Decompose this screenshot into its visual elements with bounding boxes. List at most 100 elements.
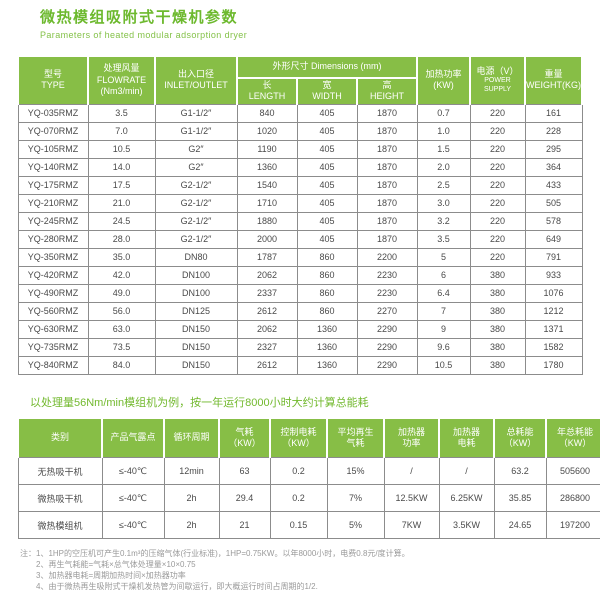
table-cell: 29.4	[218, 484, 271, 512]
table-row: YQ-350RMZ 35.0 DN80 1787 860 2200 5 220 791	[17, 247, 583, 267]
table-cell: 380	[469, 337, 526, 357]
table-cell: 3.0	[416, 193, 471, 213]
table-cell: 9.6	[416, 337, 471, 357]
energy-comparison-table: 类别 产品气露点 循环周期 气耗 （KW） 控制电耗 （KW） 平均再生 气耗 …	[17, 416, 600, 539]
table-cell: YQ-070RMZ	[17, 121, 89, 141]
table-cell: DN100	[154, 283, 238, 303]
table-cell: 286800	[545, 484, 600, 512]
col-header-heating-power: 加热功率 (KW)	[416, 55, 471, 104]
table-cell: 12min	[163, 457, 220, 485]
table-cell: 10.5	[87, 139, 156, 159]
table-cell: 1360	[296, 337, 358, 357]
col-header-length: 长 LENGTH	[236, 77, 298, 104]
table-cell: 2290	[356, 319, 418, 339]
table-cell: YQ-630RMZ	[17, 319, 89, 339]
table-cell: 1360	[296, 319, 358, 339]
table-cell: 1076	[524, 283, 583, 303]
table-cell: 5%	[326, 511, 385, 539]
table-cell: 21	[218, 511, 271, 539]
table-cell: G2″	[154, 139, 238, 159]
note-items: 1、1HP的空压机可产生0.1m³的压缩气体(行业标准)，1HP=0.75KW。…	[36, 548, 410, 592]
table-cell: 49.0	[87, 283, 156, 303]
table-cell: 28.0	[87, 229, 156, 249]
table-row: YQ-210RMZ 21.0 G2-1/2″ 1710 405 1870 3.0 220 505	[17, 193, 583, 213]
table-cell: 505	[524, 193, 583, 213]
table-cell: 228	[524, 121, 583, 141]
table-cell: 1.5	[416, 139, 471, 159]
table-cell: 220	[469, 247, 526, 267]
table-cell: G2-1/2″	[154, 229, 238, 249]
dryer-parameters-table: 型号 TYPE 处理风量 FLOWRATE (Nm3/min) 出入口径 INL…	[17, 55, 583, 375]
table-cell: 1870	[356, 229, 418, 249]
table-cell: 7.0	[87, 121, 156, 141]
col-header-flowrate: 处理风量 FLOWRATE (Nm3/min)	[87, 55, 156, 104]
table-cell: 405	[296, 229, 358, 249]
col-header-height: 高 HEIGHT	[356, 77, 418, 104]
table-cell: 0.2	[269, 457, 328, 485]
col-header-annual-energy: 年总耗能 （KW）	[545, 416, 600, 458]
col-header-total-energy: 总耗能 （KW）	[493, 416, 547, 458]
table-cell: 405	[296, 139, 358, 159]
table-row: YQ-035RMZ 3.5 G1-1/2″ 840 405 1870 0.7 220 161	[17, 103, 583, 123]
table-cell: 1710	[236, 193, 298, 213]
table-cell: 2062	[236, 319, 298, 339]
table-cell: 2.5	[416, 175, 471, 195]
page-title: 微热模组吸附式干燥机参数	[40, 9, 239, 26]
table-cell: 1582	[524, 337, 583, 357]
table-cell: ≤-40℃	[101, 511, 165, 539]
table-cell: 63.0	[87, 319, 156, 339]
note-item-2: 2、再生气耗能=气耗×总气体处理量×10×0.75	[36, 560, 196, 569]
table-cell: YQ-105RMZ	[17, 139, 89, 159]
table-cell: 3.5KW	[438, 511, 495, 539]
table-row: 无热吸干机 ≤-40℃ 12min 63 0.2 15% //63.2 505600	[17, 457, 600, 485]
table-cell: 2290	[356, 337, 418, 357]
table-cell: 2h	[163, 511, 220, 539]
table-row: YQ-175RMZ 17.5 G2-1/2″ 1540 405 1870 2.5 220 433	[17, 175, 583, 195]
table-cell: G1-1/2″	[154, 121, 238, 141]
table-cell: 380	[469, 319, 526, 339]
table-cell: YQ-280RMZ	[17, 229, 89, 249]
table-cell: 1020	[236, 121, 298, 141]
table-cell: 7%	[326, 484, 385, 512]
table-cell: 14.0	[87, 157, 156, 177]
table-cell: 933	[524, 265, 583, 285]
table-row: YQ-280RMZ 28.0 G2-1/2″ 2000 405 1870 3.5 220 649	[17, 229, 583, 249]
table-cell: 3.5	[87, 103, 156, 123]
table-cell: YQ-735RMZ	[17, 337, 89, 357]
table-cell: DN150	[154, 337, 238, 357]
table-cell: 1870	[356, 157, 418, 177]
table-cell: YQ-840RMZ	[17, 355, 89, 375]
table-cell: 84.0	[87, 355, 156, 375]
table-row: YQ-420RMZ 42.0 DN100 2062 860 2230 6 380 933	[17, 265, 583, 285]
table-row: YQ-140RMZ 14.0 G2″ 1360 405 1870 2.0 220 364	[17, 157, 583, 177]
table-cell: 220	[469, 211, 526, 231]
note-item-3: 3、加热器电耗=周期加热时间×加热器功率	[36, 571, 186, 580]
note-item-1: 1、1HP的空压机可产生0.1m³的压缩气体(行业标准)，1HP=0.75KW。…	[36, 549, 410, 558]
table-cell: YQ-210RMZ	[17, 193, 89, 213]
table-cell: 220	[469, 175, 526, 195]
table-cell: YQ-140RMZ	[17, 157, 89, 177]
note-item-4: 4、由于微热再生吸附式干燥机发热管为间歇运行，即大概运行时间占周期的1/2.	[36, 582, 318, 591]
table-cell: 1780	[524, 355, 583, 375]
col-header-weight: 重量 WEIGHT(KG)	[524, 55, 583, 104]
table-cell: 1360	[296, 355, 358, 375]
table-cell: 10.5	[416, 355, 471, 375]
table-cell: 21.0	[87, 193, 156, 213]
table-cell: 1870	[356, 175, 418, 195]
footnotes: 注： 1、1HP的空压机可产生0.1m³的压缩气体(行业标准)，1HP=0.75…	[20, 548, 583, 592]
table-cell: 17.5	[87, 175, 156, 195]
table-cell: 380	[469, 265, 526, 285]
table-cell: 1870	[356, 211, 418, 231]
table-cell: 2290	[356, 355, 418, 375]
table-cell: 1212	[524, 301, 583, 321]
table-cell: 1.0	[416, 121, 471, 141]
table-cell: 220	[469, 193, 526, 213]
dryer-parameters-header: 型号 TYPE 处理风量 FLOWRATE (Nm3/min) 出入口径 INL…	[17, 55, 583, 104]
table-cell: 220	[469, 229, 526, 249]
table-cell: 860	[296, 247, 358, 267]
table-cell: 3.5	[416, 229, 471, 249]
table-cell: 1540	[236, 175, 298, 195]
table-cell: 1870	[356, 121, 418, 141]
table-cell: G2-1/2″	[154, 211, 238, 231]
